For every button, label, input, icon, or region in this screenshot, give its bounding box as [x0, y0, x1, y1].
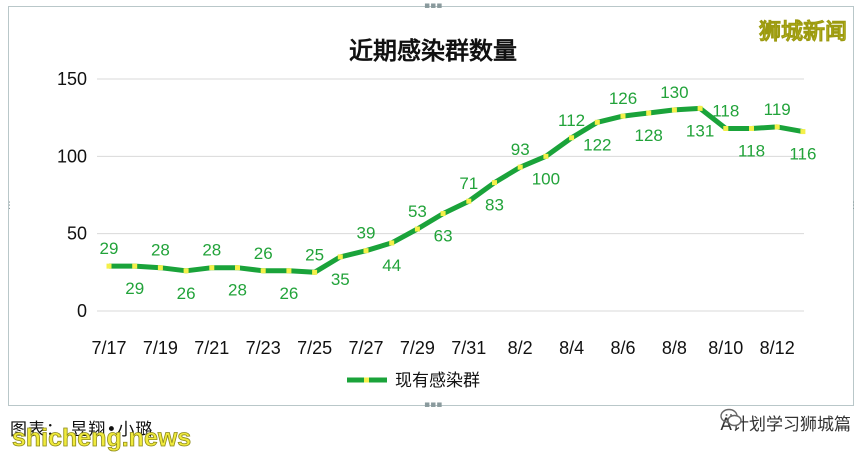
data-point [235, 265, 240, 271]
data-label: 53 [408, 202, 427, 221]
watermark-top: 狮城新闻 [758, 20, 848, 46]
x-tick-label: 8/2 [508, 338, 533, 358]
data-label: 119 [764, 100, 791, 119]
data-label: 44 [382, 256, 401, 275]
data-point [671, 107, 677, 113]
data-label: 35 [331, 270, 350, 289]
wechat-account[interactable]: A计划学习狮城篇 [720, 408, 851, 436]
legend: 现有感染群 [347, 371, 480, 391]
x-tick-label: 8/6 [610, 338, 635, 358]
x-tick-label: 7/19 [143, 338, 178, 358]
data-label: 118 [738, 141, 765, 160]
data-label: 28 [202, 241, 221, 260]
x-tick-label: 7/23 [246, 338, 281, 358]
x-tick-label: 7/17 [91, 338, 126, 358]
data-point [286, 268, 292, 274]
x-axis-ticks: 7/17 7/19 7/21 7/23 7/25 7/27 7/29 7/31 8/2 8/4 8/… [91, 338, 794, 358]
data-point [466, 198, 472, 204]
series-line [109, 105, 804, 275]
x-tick-label: 8/4 [559, 338, 584, 358]
data-point [414, 226, 420, 232]
data-point [697, 105, 703, 111]
data-label: 28 [228, 281, 247, 300]
x-tick-label: 7/27 [348, 338, 383, 358]
data-point [337, 254, 343, 260]
y-tick-label: 100 [57, 146, 87, 166]
data-label: 71 [459, 174, 478, 193]
data-points [106, 105, 806, 275]
wechat-account-name: A计划学习狮城篇 [720, 414, 851, 435]
data-point [749, 125, 754, 131]
data-label: 93 [511, 140, 530, 159]
resize-handle-top[interactable]: ▪▪▪ [424, 1, 443, 11]
data-label: 112 [558, 111, 585, 130]
x-tick-label: 7/25 [297, 338, 332, 358]
y-tick-label: 150 [57, 69, 87, 89]
data-point [569, 135, 575, 141]
wechat-icon [720, 408, 743, 427]
resize-handle-bottom[interactable]: ▪▪▪ [424, 400, 443, 410]
data-label: 39 [357, 224, 376, 243]
data-label: 26 [177, 284, 196, 303]
gridlines [97, 78, 804, 312]
data-point [492, 180, 497, 186]
data-point [594, 119, 600, 125]
y-tick-label: 50 [67, 224, 87, 244]
data-point [517, 164, 523, 170]
chart-caption: 图表： 昱翔•小璐 [10, 420, 154, 440]
data-label: 26 [254, 244, 273, 263]
data-label: 26 [279, 284, 298, 303]
chart-title: 近期感染群数量 [349, 37, 517, 65]
data-point [774, 124, 780, 130]
data-label: 130 [660, 83, 688, 102]
x-tick-label: 8/12 [760, 338, 795, 358]
data-label: 28 [151, 241, 170, 260]
resize-handle-left[interactable]: ⋮ [5, 201, 14, 211]
x-tick-label: 7/29 [400, 338, 435, 358]
data-point [620, 113, 626, 119]
data-point [723, 125, 729, 131]
x-tick-label: 8/8 [662, 338, 687, 358]
data-label: 29 [125, 279, 144, 298]
data-label: 83 [485, 196, 504, 215]
data-label: 122 [583, 135, 611, 154]
x-tick-label: 7/21 [194, 338, 229, 358]
data-point [260, 268, 266, 274]
data-point [183, 268, 189, 274]
y-axis-ticks: 0 50 100 150 [57, 69, 87, 321]
chart-frame: ▪▪▪ ▪▪▪ ⋮ ⋮ 近期感染群数量 0 50 100 150 7/17 7/19 7/… [5, 2, 858, 410]
data-point [209, 265, 215, 271]
data-point [800, 129, 806, 135]
data-point [646, 110, 652, 116]
data-label: 126 [609, 89, 637, 108]
data-label: 128 [635, 126, 663, 145]
data-label: 116 [789, 145, 816, 164]
data-label: 63 [434, 227, 453, 246]
data-label: 100 [532, 169, 560, 188]
legend-marker [364, 377, 369, 383]
x-tick-label: 8/10 [708, 338, 743, 358]
x-tick-label: 7/31 [451, 338, 486, 358]
data-point [440, 211, 446, 217]
resize-handle-right[interactable]: ⋮ [849, 201, 858, 211]
site-watermark: shicheng.news [12, 424, 192, 453]
legend-label: 现有感染群 [395, 371, 480, 391]
data-point [543, 153, 549, 159]
data-label: 25 [305, 245, 324, 264]
data-point [157, 265, 163, 271]
data-point [312, 269, 318, 275]
data-point [106, 263, 112, 269]
data-point [132, 263, 138, 269]
data-label: 29 [100, 239, 119, 258]
data-point [389, 240, 395, 246]
data-label: 118 [712, 101, 739, 120]
data-point [363, 248, 369, 254]
y-tick-label: 0 [77, 301, 87, 321]
data-label: 131 [686, 121, 714, 140]
